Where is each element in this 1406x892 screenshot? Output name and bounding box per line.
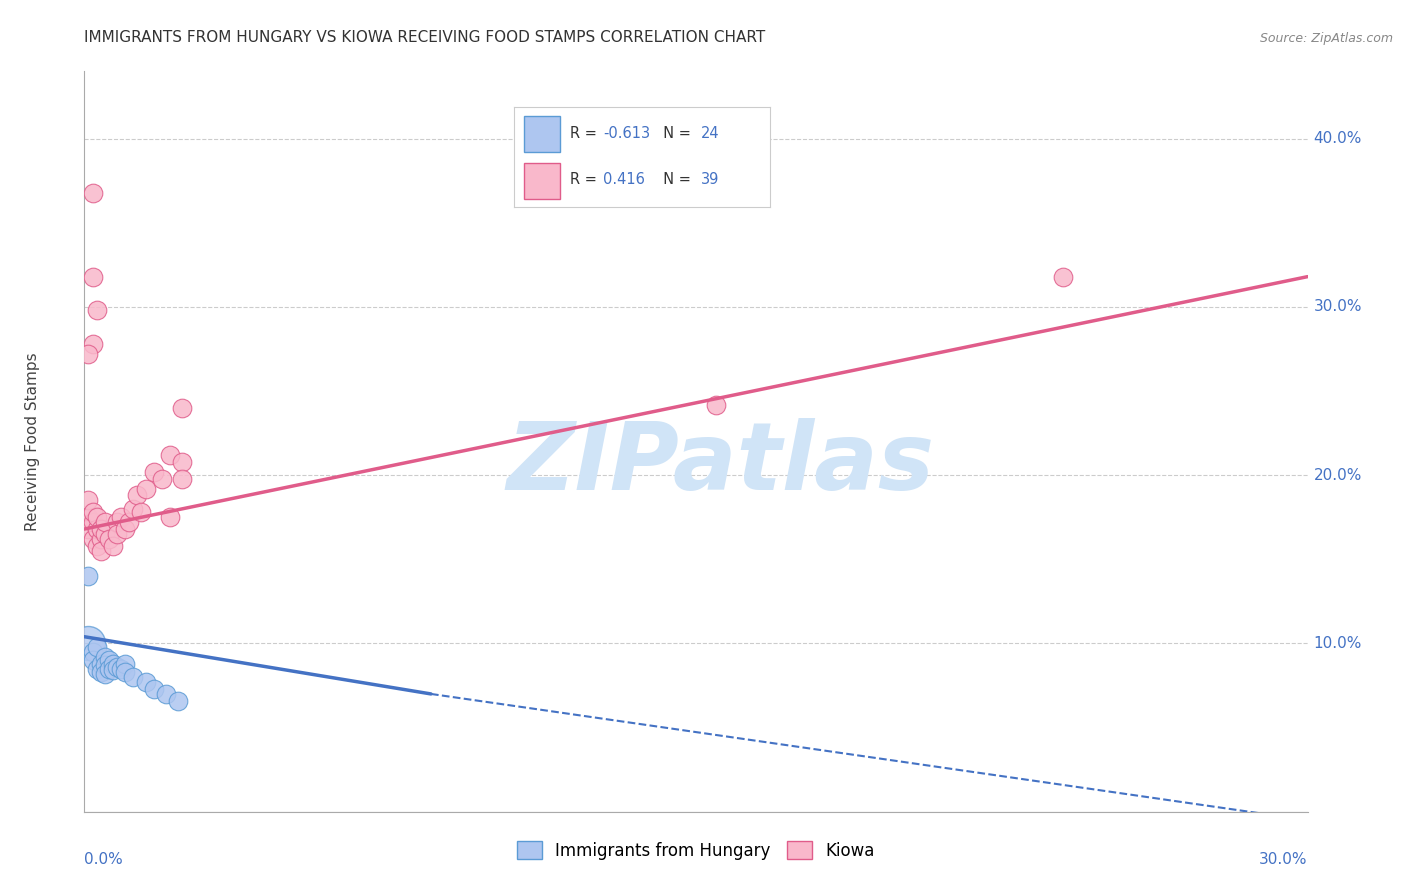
Point [86,522,108,536]
Text: N =: N = [654,127,696,142]
Point [93,666,115,681]
Point [90,657,112,671]
Legend: Immigrants from Hungary, Kiowa: Immigrants from Hungary, Kiowa [510,835,882,866]
Text: ZIPatlas: ZIPatlas [506,417,935,509]
Point [77,522,100,536]
Point [86,662,108,676]
Point [105,660,128,674]
Text: Receiving Food Stamps: Receiving Food Stamps [25,352,41,531]
Point [142,681,165,696]
Point [97,653,120,667]
Point [82,653,104,667]
Point [142,465,165,479]
Point [150,471,173,485]
Point [159,448,181,462]
Point [122,501,145,516]
Text: 30.0%: 30.0% [1313,300,1362,314]
Text: -0.613: -0.613 [603,127,651,142]
Point [77,510,100,524]
Text: 0.0%: 0.0% [84,853,124,867]
Point [172,401,194,415]
Point [110,662,132,676]
Point [114,657,136,671]
Point [93,649,115,664]
Text: R =: R = [569,127,602,142]
Text: 10.0%: 10.0% [1313,636,1362,651]
Point [77,569,100,583]
Point [167,694,190,708]
Point [77,347,100,361]
Point [101,657,124,671]
Point [90,544,112,558]
Point [101,664,124,678]
Point [118,516,141,530]
Text: 40.0%: 40.0% [1313,131,1362,146]
Text: Source: ZipAtlas.com: Source: ZipAtlas.com [1260,32,1393,45]
Text: 30.0%: 30.0% [1260,853,1308,867]
Point [135,482,157,496]
Point [86,539,108,553]
Point [86,510,108,524]
Point [114,665,136,679]
Point [135,675,157,690]
Point [86,640,108,654]
Text: 39: 39 [700,172,718,187]
Point [172,455,194,469]
Point [90,522,112,536]
Bar [524,163,560,199]
Point [86,303,108,318]
Point [90,532,112,546]
Point [172,471,194,485]
Point [97,662,120,676]
Text: 0.416: 0.416 [603,172,645,187]
Text: IMMIGRANTS FROM HUNGARY VS KIOWA RECEIVING FOOD STAMPS CORRELATION CHART: IMMIGRANTS FROM HUNGARY VS KIOWA RECEIVI… [84,30,766,45]
Point [82,269,104,284]
Point [82,505,104,519]
Point [155,687,177,701]
Point [131,505,153,519]
Point [77,636,100,650]
Point [82,337,104,351]
Point [93,527,115,541]
Point [706,398,728,412]
Point [93,516,115,530]
Point [101,539,124,553]
Point [82,516,104,530]
Point [82,532,104,546]
Bar [524,116,560,152]
Point [105,527,128,541]
Point [122,670,145,684]
Point [1052,269,1074,284]
Point [114,522,136,536]
Point [90,665,112,679]
Point [93,658,115,673]
Point [82,186,104,200]
Text: 24: 24 [700,127,718,142]
Text: N =: N = [654,172,696,187]
Point [97,532,120,546]
Text: R =: R = [569,172,606,187]
Point [105,516,128,530]
Text: 20.0%: 20.0% [1313,467,1362,483]
Point [82,645,104,659]
Point [127,488,149,502]
Point [110,510,132,524]
Point [159,510,181,524]
Point [77,493,100,508]
